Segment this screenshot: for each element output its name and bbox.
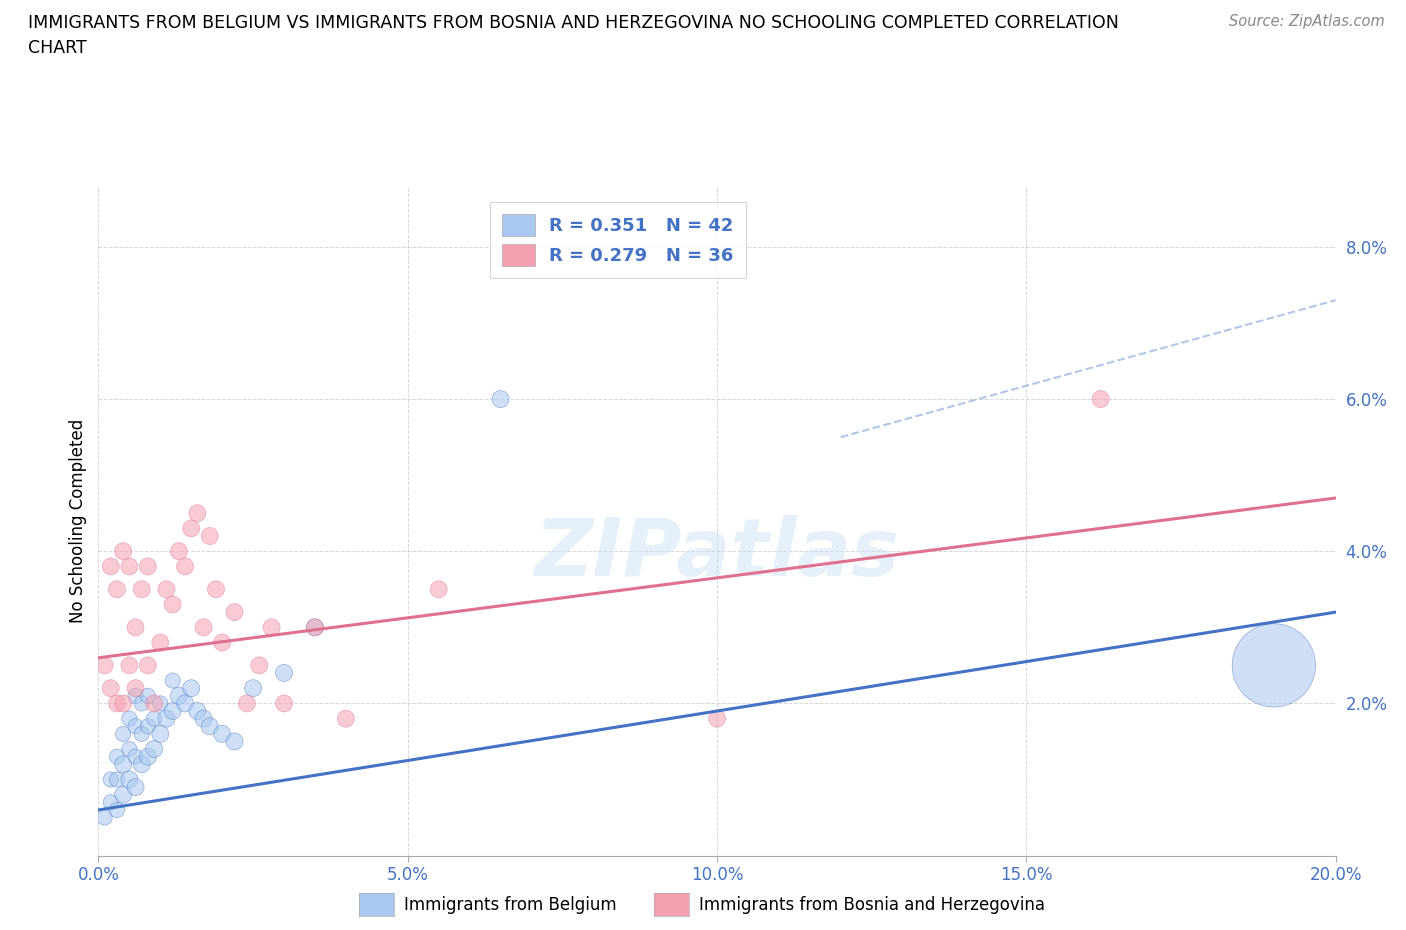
Point (186, 704, 208, 719)
Point (112, 726, 135, 741)
Point (149, 726, 172, 741)
Point (100, 559, 122, 574)
Point (112, 544, 135, 559)
Point (118, 658, 141, 672)
Point (1090, 392, 1112, 406)
Point (180, 521, 202, 536)
Point (1263, 658, 1285, 672)
Point (706, 711, 728, 726)
Point (155, 711, 177, 726)
Text: Immigrants from Bosnia and Herzegovina: Immigrants from Bosnia and Herzegovina (699, 896, 1045, 914)
Point (105, 582, 128, 597)
Point (112, 757, 135, 772)
Point (93, 810, 115, 825)
Point (193, 711, 215, 726)
Point (131, 726, 153, 741)
Point (131, 757, 153, 772)
Point (335, 711, 357, 726)
Point (124, 779, 146, 794)
Point (198, 719, 221, 734)
Point (162, 704, 184, 719)
Text: Source: ZipAtlas.com: Source: ZipAtlas.com (1229, 14, 1385, 29)
Point (174, 559, 197, 574)
Point (162, 597, 184, 612)
Point (118, 741, 141, 756)
Point (143, 696, 166, 711)
Point (105, 803, 128, 817)
Point (143, 741, 166, 756)
Point (143, 711, 166, 726)
Point (124, 620, 146, 635)
Legend: R = 0.351   N = 42, R = 0.279   N = 36: R = 0.351 N = 42, R = 0.279 N = 36 (489, 202, 747, 278)
Point (136, 688, 159, 703)
Point (105, 696, 128, 711)
Point (136, 719, 159, 734)
Point (167, 688, 190, 703)
Point (211, 726, 233, 741)
Point (193, 620, 215, 635)
Point (155, 582, 177, 597)
Point (224, 734, 246, 749)
Text: IMMIGRANTS FROM BELGIUM VS IMMIGRANTS FROM BOSNIA AND HERZEGOVINA NO SCHOOLING C: IMMIGRANTS FROM BELGIUM VS IMMIGRANTS FR… (28, 14, 1119, 32)
Point (124, 750, 146, 764)
Point (174, 696, 197, 711)
Point (100, 795, 122, 810)
Point (273, 696, 295, 711)
Point (304, 620, 326, 635)
Point (427, 582, 450, 597)
Point (198, 528, 221, 543)
Point (236, 696, 259, 711)
Point (149, 696, 172, 711)
Point (136, 658, 159, 672)
Point (136, 750, 159, 764)
Point (131, 582, 153, 597)
Point (105, 750, 128, 764)
Point (273, 666, 295, 681)
Point (242, 681, 264, 696)
Point (149, 635, 172, 650)
Text: CHART: CHART (28, 39, 87, 57)
Point (224, 604, 246, 619)
Point (260, 620, 283, 635)
Point (112, 788, 135, 803)
Point (100, 772, 122, 787)
Text: ZIPatlas: ZIPatlas (534, 515, 900, 593)
Point (304, 620, 326, 635)
Point (211, 635, 233, 650)
Point (180, 681, 202, 696)
Point (124, 681, 146, 696)
Point (105, 772, 128, 787)
Point (489, 392, 512, 406)
Point (112, 696, 135, 711)
Point (93, 658, 115, 672)
Point (205, 582, 228, 597)
Point (118, 772, 141, 787)
Point (136, 559, 159, 574)
Point (118, 711, 141, 726)
Text: Immigrants from Belgium: Immigrants from Belgium (404, 896, 616, 914)
Point (118, 559, 141, 574)
Point (167, 544, 190, 559)
Point (100, 681, 122, 696)
Point (124, 688, 146, 703)
Point (162, 673, 184, 688)
Point (131, 696, 153, 711)
Point (124, 719, 146, 734)
Point (247, 658, 270, 672)
Y-axis label: No Schooling Completed: No Schooling Completed (69, 418, 87, 623)
Point (186, 506, 208, 521)
